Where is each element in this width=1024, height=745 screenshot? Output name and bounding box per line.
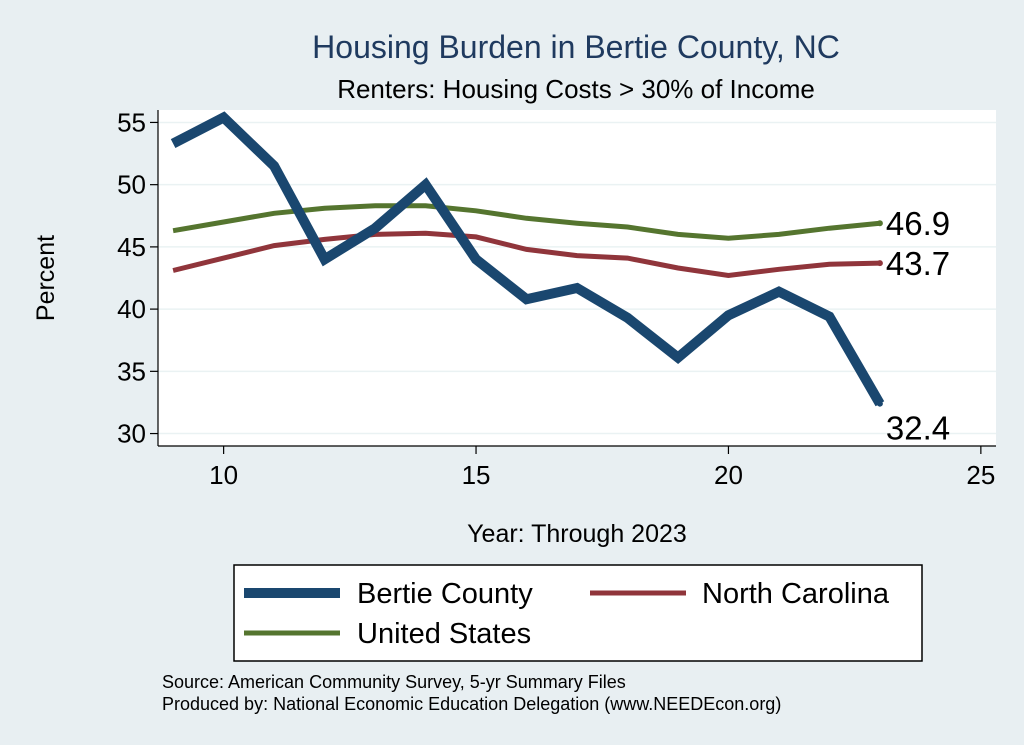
y-tick-label: 30 — [117, 419, 146, 449]
legend-label-us: United States — [357, 618, 531, 650]
tick-labels: 30 35 40 45 50 55 10 15 20 25 — [117, 107, 995, 490]
axes — [157, 110, 996, 447]
x-axis-label: Year: Through 2023 — [467, 520, 687, 548]
end-label-us: 46.9 — [886, 205, 950, 242]
legend: Bertie County North Carolina United Stat… — [233, 564, 923, 662]
series-end-marker-nc — [876, 260, 883, 267]
series-line-nc — [172, 230, 880, 279]
x-tick-label: 15 — [462, 460, 491, 490]
y-tick-label: 55 — [117, 107, 146, 137]
x-tick-label: 20 — [714, 460, 743, 490]
legend-label-nc: North Carolina — [702, 578, 890, 610]
producer-note: Produced by: National Economic Education… — [162, 694, 781, 714]
y-tick-label: 50 — [117, 170, 146, 200]
chart-subtitle: Renters: Housing Costs > 30% of Income — [337, 74, 815, 104]
end-label-bertie: 32.4 — [886, 410, 950, 447]
series-end-marker-us — [876, 220, 883, 227]
series-lines — [170, 111, 885, 407]
legend-label-bertie: Bertie County — [357, 578, 533, 610]
end-labels: 43.746.9 32.4 — [886, 205, 950, 446]
chart-title: Housing Burden in Bertie County, NC — [312, 29, 840, 65]
end-label-nc: 43.7 — [886, 245, 950, 282]
series-line-bertie — [170, 111, 885, 407]
x-tick-label: 25 — [966, 460, 995, 490]
y-tick-label: 40 — [117, 294, 146, 324]
y-tick-label: 45 — [117, 232, 146, 262]
legend-box — [233, 564, 923, 662]
series-end-marker-bertie — [876, 400, 883, 407]
gridlines — [158, 121, 996, 435]
series-line-us — [172, 203, 881, 241]
tick-marks — [150, 121, 982, 454]
plot-area — [158, 110, 996, 446]
x-tick-label: 10 — [209, 460, 238, 490]
y-tick-label: 35 — [117, 356, 146, 386]
y-axis-label: Percent — [32, 235, 60, 321]
source-note: Source: American Community Survey, 5-yr … — [162, 672, 626, 692]
